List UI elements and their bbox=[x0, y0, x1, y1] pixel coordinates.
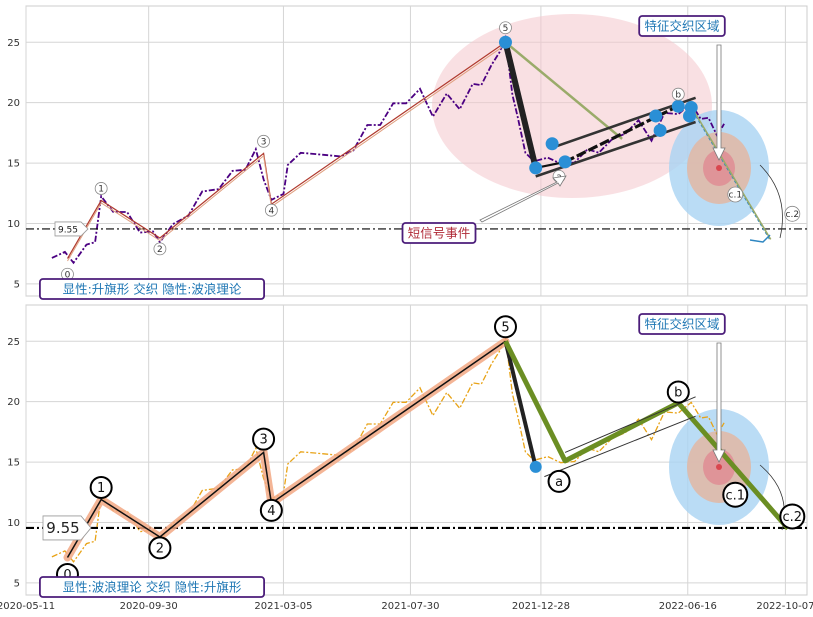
bottom-wave-5a bbox=[503, 340, 538, 468]
value-label: 9.55 bbox=[46, 519, 79, 537]
y-tick-label: 5 bbox=[14, 578, 20, 589]
wave-label-circle bbox=[259, 498, 283, 522]
wave-label-circle bbox=[779, 503, 806, 530]
wave-label-1: 1 bbox=[98, 185, 104, 195]
bottom-a-marker bbox=[529, 460, 542, 473]
x-tick-label: 2021-03-05 bbox=[254, 601, 312, 612]
annotation-box bbox=[638, 15, 726, 37]
wave-label-circle bbox=[89, 475, 113, 499]
wave-label-circle bbox=[722, 481, 749, 508]
y-tick-label: 15 bbox=[7, 159, 20, 170]
y-tick-label: 10 bbox=[7, 219, 20, 230]
wave-label-a: a bbox=[555, 475, 563, 490]
annotation-box bbox=[401, 222, 477, 244]
top-pivot-marker bbox=[545, 137, 559, 151]
annotation-box bbox=[39, 576, 265, 598]
wave-label-circle bbox=[153, 242, 167, 256]
annotation-text: 显性:升旗形 交织 隐性:波浪理论 bbox=[63, 282, 242, 297]
wave-label-2: 2 bbox=[156, 541, 164, 556]
wave-label-circle bbox=[666, 380, 690, 404]
wave-label-5: 5 bbox=[503, 24, 509, 34]
x-tick-label: 2022-06-16 bbox=[659, 601, 717, 612]
wave-label-2: 2 bbox=[157, 245, 163, 255]
flag-mid bbox=[564, 102, 684, 164]
wave-label-0: 0 bbox=[65, 270, 71, 280]
value-callout bbox=[42, 515, 92, 541]
y-tick-label: 15 bbox=[7, 458, 20, 469]
wave-label-circle bbox=[671, 87, 685, 101]
top-pivot-marker bbox=[498, 35, 512, 49]
wave-label-circle bbox=[727, 186, 744, 203]
bottom-green-abc bbox=[503, 340, 790, 531]
wave-label-c.2: c.2 bbox=[786, 210, 800, 220]
x-tick-label: 2021-12-28 bbox=[512, 601, 570, 612]
y-tick-label: 20 bbox=[7, 397, 20, 408]
y-tick-label: 25 bbox=[7, 38, 20, 49]
top-bracket bbox=[749, 234, 771, 243]
wave-label-b: b bbox=[675, 90, 681, 100]
wave-label-1: 1 bbox=[97, 481, 105, 496]
wave-label-circle bbox=[94, 182, 108, 195]
annotation-box bbox=[39, 278, 265, 300]
annotation-text: 特征交织区域 bbox=[644, 317, 719, 332]
top-arc bbox=[759, 164, 783, 239]
value-callout bbox=[54, 221, 89, 237]
x-tick-label: 2022-10-07 bbox=[756, 601, 813, 612]
top-wave-5a bbox=[502, 41, 539, 169]
wave-label-circle bbox=[784, 205, 801, 222]
wave-label-b: b bbox=[674, 386, 682, 401]
y-tick-label: 25 bbox=[7, 337, 20, 348]
y-tick-label: 5 bbox=[14, 279, 20, 290]
annotation-arrow bbox=[712, 342, 726, 463]
top-green-leg bbox=[504, 41, 623, 140]
x-tick-label: 2020-05-11 bbox=[0, 601, 55, 612]
wave-label-0: 0 bbox=[63, 568, 71, 583]
wave-label-c.2: c.2 bbox=[783, 510, 803, 525]
bottom-zone-center bbox=[716, 464, 722, 470]
wave-label-circle bbox=[252, 427, 276, 451]
top-pivot-marker bbox=[529, 161, 543, 175]
wave-label-3: 3 bbox=[259, 433, 267, 448]
top-pivot-marker bbox=[671, 99, 685, 113]
y-tick-label: 10 bbox=[7, 518, 20, 529]
top-pivot-marker bbox=[558, 155, 572, 169]
top-c-leg-green bbox=[690, 106, 772, 240]
wave-label-circle bbox=[547, 469, 571, 493]
x-tick-label: 2020-09-30 bbox=[120, 601, 178, 612]
annotation-text: 特征交织区域 bbox=[644, 19, 719, 34]
wave-label-4: 4 bbox=[267, 504, 275, 519]
short-signal-arrow bbox=[479, 175, 567, 223]
wave-label-circle bbox=[257, 134, 270, 148]
top-pivot-marker bbox=[653, 123, 667, 137]
annotation-box bbox=[638, 313, 726, 335]
top-impulse-line bbox=[66, 41, 506, 259]
top-pivot-marker bbox=[683, 109, 697, 123]
wave-label-c.1: c.1 bbox=[729, 191, 743, 201]
wave-label-4: 4 bbox=[268, 206, 274, 216]
wave-label-c.1: c.1 bbox=[726, 488, 746, 503]
bottom-impulse-line bbox=[66, 340, 506, 558]
y-tick-label: 20 bbox=[7, 98, 20, 109]
wave-label-circle bbox=[493, 315, 517, 339]
wave-label-3: 3 bbox=[261, 138, 267, 148]
top-pivot-marker bbox=[649, 109, 663, 123]
wave-label-5: 5 bbox=[501, 320, 509, 335]
bottom-channel-lower bbox=[544, 415, 696, 478]
annotation-text: 短信号事件 bbox=[408, 226, 471, 241]
wave-label-circle bbox=[148, 536, 172, 560]
bottom-channel-upper bbox=[564, 396, 696, 453]
top-impulse-shadow bbox=[67, 44, 506, 262]
wave-label-circle bbox=[264, 203, 278, 217]
top-zone-center bbox=[716, 165, 722, 171]
highlight-ellipse bbox=[432, 14, 712, 198]
annotation-text: 显性:波浪理论 交织 隐性:升旗形 bbox=[63, 580, 242, 595]
annotation-arrow bbox=[712, 44, 726, 161]
wave-label-circle bbox=[499, 21, 512, 35]
value-label: 9.55 bbox=[58, 225, 78, 235]
x-tick-label: 2021-07-30 bbox=[381, 601, 439, 612]
